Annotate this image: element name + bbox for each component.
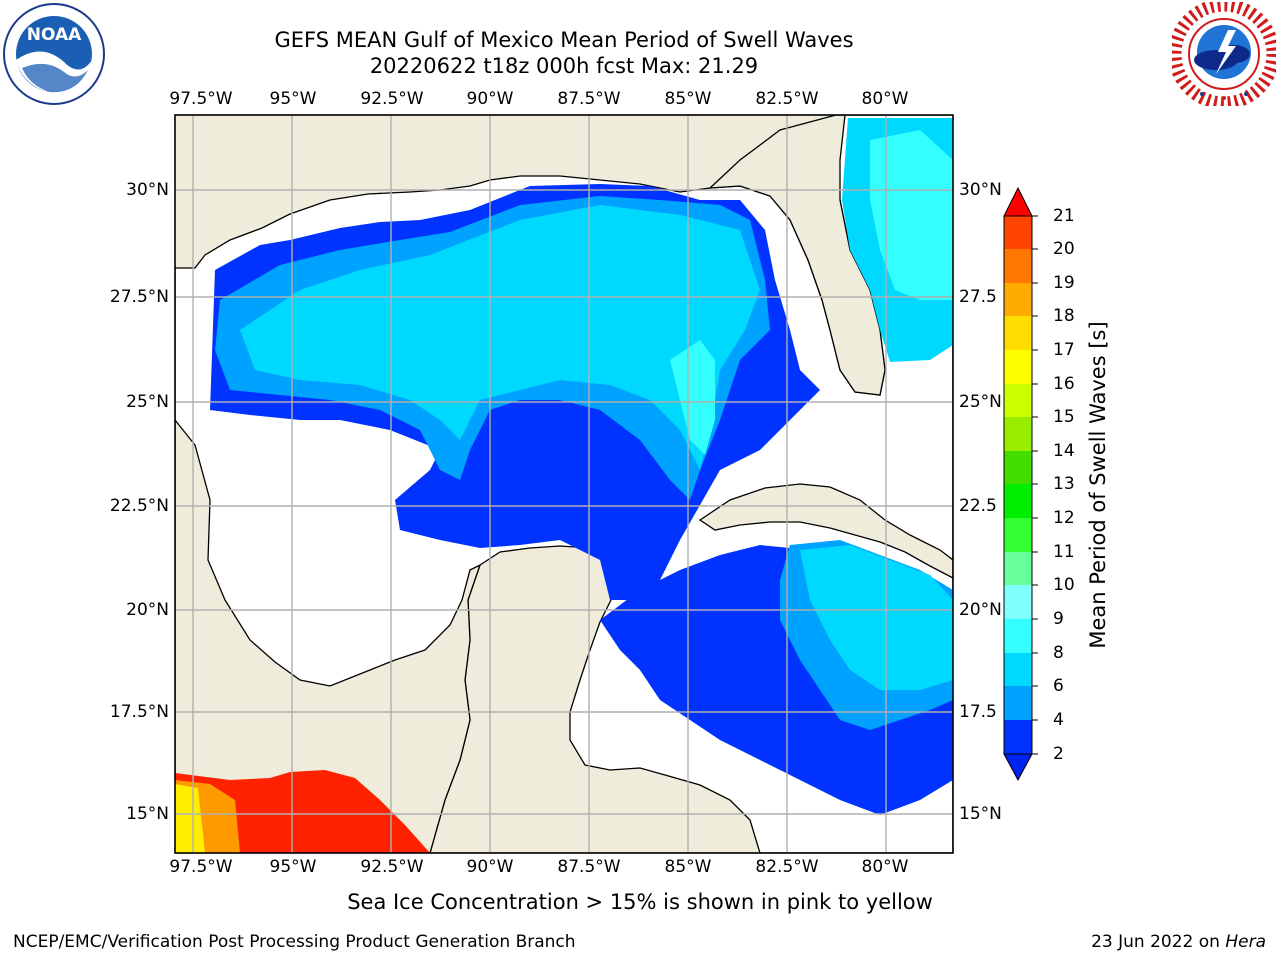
colorbar-tick-label: 21 — [1053, 206, 1075, 226]
lat-tick-left: 15°N — [126, 804, 169, 824]
colorbar-segment — [1004, 653, 1032, 686]
colorbar-tick-label: 14 — [1053, 441, 1075, 461]
map-title: GEFS MEAN Gulf of Mexico Mean Period of … — [274, 28, 854, 52]
swell-6-8s-area — [240, 205, 760, 470]
colorbar-segment — [1004, 417, 1032, 451]
lon-tick-bottom: 90°W — [466, 857, 514, 877]
colorbar-segment — [1004, 384, 1032, 417]
colorbar-segment — [1004, 484, 1032, 518]
lat-tick-right: 22.5 — [959, 496, 997, 516]
florida-peninsula — [708, 115, 886, 396]
noaa-logo-icon: NOAA — [3, 3, 105, 105]
colorbar-tick-label: 17 — [1053, 340, 1075, 360]
lat-tick-left: 20°N — [126, 600, 169, 620]
colorbar-tick-label: 16 — [1053, 374, 1075, 394]
lat-tick-left: 17.5°N — [109, 702, 169, 722]
lat-tick-right: 30°N — [959, 180, 1002, 200]
lat-tick-right: 17.5 — [959, 702, 997, 722]
graticule — [175, 115, 953, 853]
colorbar-tick-label: 15 — [1053, 407, 1075, 427]
colorbar-tick-label: 8 — [1053, 643, 1064, 663]
colorbar-segment — [1004, 451, 1032, 484]
swell-8-9s-area — [670, 340, 715, 455]
lat-tick-left: 22.5°N — [109, 496, 169, 516]
producer-credit: NCEP/EMC/Verification Post Processing Pr… — [13, 932, 576, 952]
colorbar-tick-label: 12 — [1053, 508, 1075, 528]
national-weather-service-logo-icon — [1172, 2, 1276, 106]
colorbar-segment — [1004, 585, 1032, 619]
host-name: Hera — [1225, 932, 1266, 952]
colorbar — [1003, 186, 1038, 782]
colorbar-tick-label: 18 — [1053, 306, 1075, 326]
colorbar-tick-label: 11 — [1053, 542, 1075, 562]
colorbar-tick-label: 13 — [1053, 474, 1075, 494]
lat-tick-right: 27.5 — [959, 287, 997, 307]
colorbar-segment — [1004, 249, 1032, 283]
lon-tick-bottom: 87.5°W — [557, 857, 621, 877]
noaa-logo-text: NOAA — [27, 25, 82, 45]
colorbar-tick-label: 10 — [1053, 575, 1075, 595]
colorbar-tick-label: 2 — [1053, 744, 1064, 764]
lon-tick-bottom: 92.5°W — [360, 857, 424, 877]
colorbar-segment — [1004, 283, 1032, 316]
lon-tick-top: 82.5°W — [755, 89, 819, 109]
swell-east-6-8s-area — [800, 545, 953, 690]
colorbar-segment — [1004, 350, 1032, 384]
map-frame — [174, 114, 954, 854]
lat-tick-left: 27.5°N — [109, 287, 169, 307]
lon-tick-top: 85°W — [664, 89, 712, 109]
swell-atlantic-inner-area — [870, 130, 953, 300]
colorbar-tick-label: 6 — [1053, 676, 1064, 696]
colorbar-segment — [1004, 720, 1032, 754]
colorbar-extend-high — [1003, 186, 1033, 217]
lat-tick-left: 25°N — [126, 392, 169, 412]
sea-ice-footnote: Sea Ice Concentration > 15% is shown in … — [347, 890, 933, 914]
lat-tick-right: 15°N — [959, 804, 1002, 824]
lon-tick-top: 95°W — [269, 89, 317, 109]
lon-tick-bottom: 82.5°W — [755, 857, 819, 877]
lon-tick-bottom: 80°W — [861, 857, 909, 877]
colorbar-extend-low — [1003, 753, 1033, 782]
lon-tick-bottom: 85°W — [664, 857, 712, 877]
colorbar-segment — [1004, 518, 1032, 552]
swell-14-16s-area — [175, 784, 205, 853]
run-date-credit: 23 Jun 2022 on Hera — [1091, 932, 1266, 952]
cuba-island — [698, 483, 953, 579]
colorbar-label: Mean Period of Swell Waves [s] — [1086, 321, 1110, 649]
swell-high-period-area — [175, 770, 430, 853]
colorbar-tick-label: 4 — [1053, 710, 1064, 730]
run-date: 23 Jun 2022 on — [1091, 932, 1220, 952]
colorbar-tick-label: 20 — [1053, 239, 1075, 259]
lon-tick-top: 90°W — [466, 89, 514, 109]
lon-tick-top: 92.5°W — [360, 89, 424, 109]
lat-tick-right: 25°N — [959, 392, 1002, 412]
colorbar-segment — [1004, 316, 1032, 350]
lon-tick-bottom: 97.5°W — [169, 857, 233, 877]
map-subtitle: 20220622 t18z 000h fcst Max: 21.29 — [369, 54, 759, 78]
colorbar-segment — [1004, 619, 1032, 653]
lat-tick-right: 20°N — [959, 600, 1002, 620]
lat-tick-left: 30°N — [126, 180, 169, 200]
colorbar-segment — [1004, 686, 1032, 720]
lon-tick-top: 87.5°W — [557, 89, 621, 109]
lon-tick-bottom: 95°W — [269, 857, 317, 877]
colorbar-segment — [1004, 216, 1032, 249]
colorbar-segment — [1004, 552, 1032, 585]
colorbar-frame — [1003, 215, 1033, 755]
lon-tick-top: 80°W — [861, 89, 909, 109]
colorbar-tick-label: 19 — [1053, 273, 1075, 293]
lon-tick-top: 97.5°W — [169, 89, 233, 109]
mexico-coast-land — [175, 418, 482, 853]
colorbar-tick-label: 9 — [1053, 609, 1064, 629]
